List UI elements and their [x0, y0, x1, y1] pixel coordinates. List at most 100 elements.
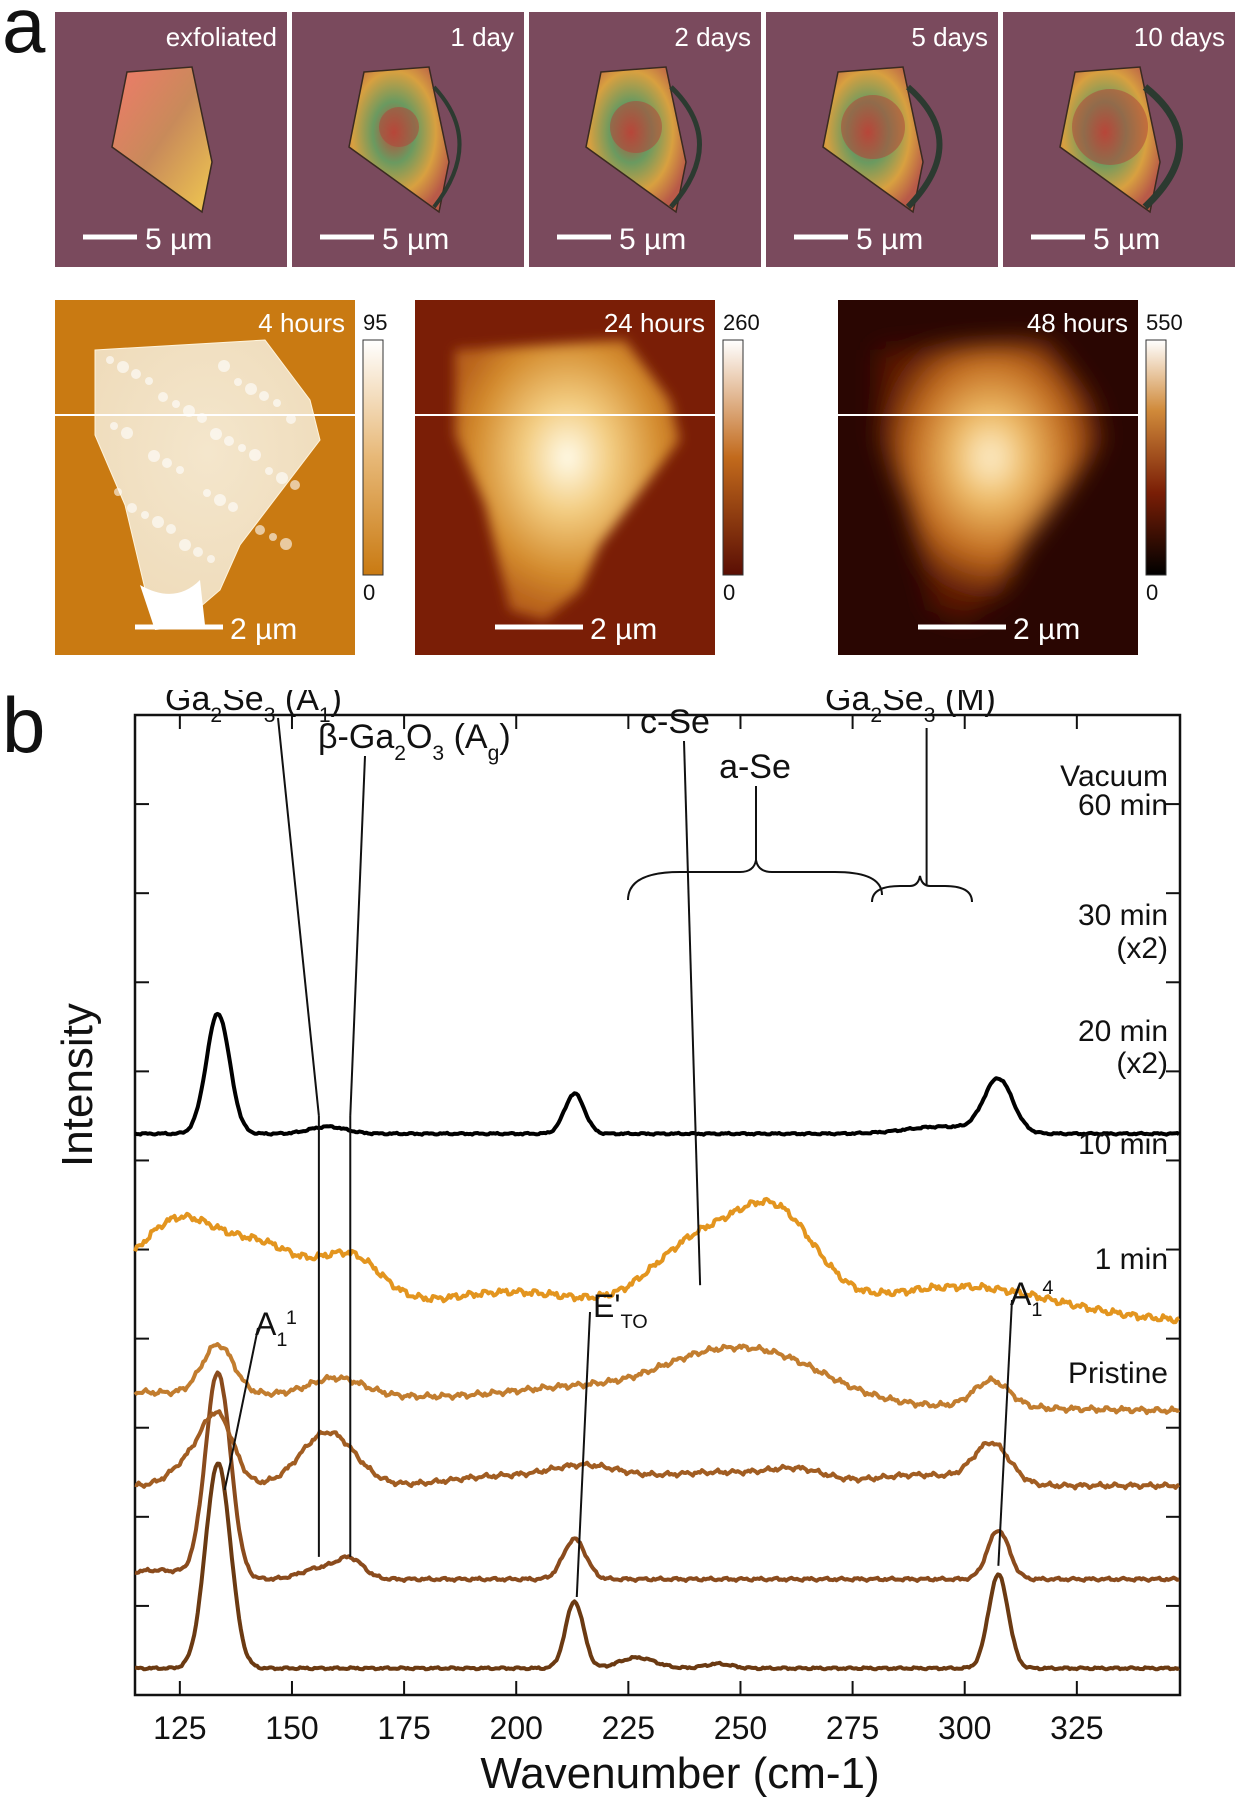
flake-bubble	[841, 95, 905, 159]
colorbar-max-label: 260	[723, 310, 760, 335]
afm-particle	[290, 480, 300, 490]
flake-bubble	[1072, 89, 1148, 165]
annotation-a11: A11	[255, 1306, 297, 1351]
brace-ga2se3-m	[871, 875, 973, 903]
x-tick-label: 275	[826, 1710, 879, 1746]
optical-time-label: 5 days	[911, 22, 988, 52]
afm-particle	[193, 547, 203, 557]
scale-bar-label: 5 µm	[145, 223, 212, 256]
afm-particle	[259, 391, 269, 401]
x-tick-label: 300	[938, 1710, 991, 1746]
afm-particle	[273, 399, 281, 407]
leader-line	[683, 740, 702, 1286]
afm-time-label: 24 hours	[604, 308, 705, 338]
colorbar-max-label: 95	[363, 310, 387, 335]
afm-particle	[176, 466, 184, 474]
colorbar	[722, 339, 744, 576]
afm-particle	[114, 488, 122, 496]
afm-particle	[141, 511, 149, 519]
x-tick-label: 200	[490, 1710, 543, 1746]
afm-particle	[228, 502, 238, 512]
afm-particle	[158, 392, 168, 402]
afm-frame: 24 hours 2 µm 260 0	[415, 300, 760, 655]
x-tick-label: 175	[377, 1710, 430, 1746]
annotation-beta-ga2o3: β-Ga2O3 (Ag)	[318, 718, 511, 765]
afm-particle	[238, 444, 246, 452]
afm-particle	[203, 489, 211, 497]
afm-particle	[280, 538, 292, 550]
series-label: 10 min	[1078, 1128, 1168, 1161]
colorbar	[362, 339, 384, 576]
afm-particle	[245, 383, 257, 395]
afm-particle	[106, 356, 114, 364]
afm-particle	[152, 516, 164, 528]
afm-particle	[207, 555, 215, 563]
afm-particle	[214, 494, 226, 506]
optical-time-label: 1 day	[450, 22, 514, 52]
optical-row: exfoliated 5 µm 1 day 5 µm 2 days 5 µm 5 days 5…	[55, 12, 1235, 267]
afm-particle	[145, 377, 153, 385]
spectrum-line	[134, 1409, 1180, 1491]
afm-flake	[878, 340, 1103, 620]
colorbar-max-label: 550	[1146, 310, 1183, 335]
afm-particle	[172, 400, 180, 408]
afm-particle	[224, 436, 234, 446]
afm-particle	[265, 467, 273, 475]
afm-particle	[286, 414, 296, 424]
brace-se	[627, 859, 883, 901]
annotation-a-se: a-Se	[719, 748, 791, 786]
afm-time-label: 4 hours	[258, 308, 345, 338]
leader-line	[349, 755, 366, 1116]
series-label: 20 min	[1078, 1015, 1168, 1048]
scale-bar-label: 5 µm	[619, 223, 686, 256]
afm-frame: 48 hours 2 µm 550 0	[838, 300, 1183, 655]
spectrum-line	[134, 1370, 1180, 1583]
x-axis-label: Wavenumber (cm-1)	[480, 1749, 879, 1798]
x-tick-label: 250	[714, 1710, 767, 1746]
afm-particle	[121, 427, 133, 439]
afm-particle	[148, 450, 160, 462]
afm-particle	[166, 524, 176, 534]
plot-frame	[133, 713, 1182, 1697]
annotation-ga2se3-m: Ga2Se3 (M)	[825, 690, 996, 727]
x-tick-label: 150	[265, 1710, 318, 1746]
leader-line	[575, 1311, 591, 1598]
leader-line	[223, 1327, 259, 1491]
flake-bubble	[610, 101, 662, 153]
leader-line	[997, 1299, 1013, 1566]
afm-bright-tip	[140, 580, 205, 630]
afm-frame: 4 hours 2 µm 95 0	[55, 300, 387, 655]
scale-bar-label: 5 µm	[1093, 223, 1160, 256]
series-label: 1 min	[1095, 1243, 1168, 1276]
series-label: 30 min	[1078, 899, 1168, 932]
afm-particle	[255, 525, 265, 535]
afm-particle	[210, 428, 222, 440]
series-label: (x2)	[1116, 932, 1168, 965]
scale-bar-label: 5 µm	[856, 223, 923, 256]
colorbar	[1145, 339, 1167, 576]
flake-rim	[905, 84, 943, 210]
annotation-a14: A14	[1010, 1276, 1053, 1321]
annotation-ga2se3-a1: Ga2Se3 (A1)	[165, 690, 342, 727]
optical-time-label: 10 days	[1134, 22, 1225, 52]
colorbar-min-label: 0	[363, 580, 375, 605]
leader-line	[277, 717, 320, 1117]
spectrum-line	[133, 1196, 1180, 1325]
afm-particle	[127, 503, 137, 513]
afm-flake	[94, 339, 321, 621]
afm-row: 4 hours 2 µm 95 0 24 hours 2 µm 260 0 48 hours 2 …	[55, 300, 1183, 655]
series-label: 60 min	[1078, 789, 1168, 822]
afm-particle	[162, 458, 172, 468]
y-axis-label: Intensity	[53, 1003, 102, 1167]
annotation-eto: E'TO	[593, 1288, 648, 1333]
spectrum-line	[134, 1461, 1180, 1672]
afm-particle	[131, 369, 141, 379]
scale-bar-label: 2 µm	[1013, 613, 1080, 646]
colorbar-min-label: 0	[1146, 580, 1158, 605]
x-tick-label: 125	[153, 1710, 206, 1746]
optical-time-label: 2 days	[674, 22, 751, 52]
optical-frame: exfoliated 5 µm	[55, 12, 287, 267]
series-label: Pristine	[1068, 1357, 1168, 1390]
optical-time-label: exfoliated	[166, 22, 277, 52]
flake-bubble	[379, 107, 419, 147]
